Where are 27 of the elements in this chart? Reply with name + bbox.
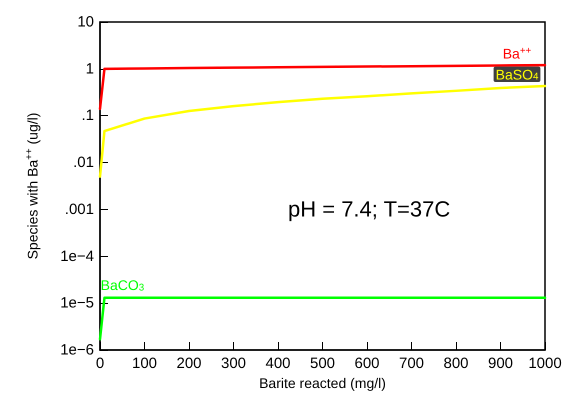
y-tick-label: 1: [86, 60, 94, 78]
y-tick-label: 1e−4: [60, 248, 94, 265]
series-label: Ba++: [502, 45, 532, 62]
y-tick-label: 10: [77, 14, 94, 30]
line-series: [98, 84, 546, 178]
y-tick-label: 1e−5: [60, 294, 94, 312]
y-axis-title: Species with Ba++ (ug/l): [24, 112, 40, 260]
x-tick-label: 600: [354, 355, 380, 372]
x-tick-label: 900: [488, 355, 514, 372]
series-label: BaSO4: [496, 66, 539, 83]
y-tick-label: .1: [81, 107, 94, 124]
y-tick-label: 1e−6: [60, 342, 94, 358]
x-tick-label: 500: [310, 355, 336, 372]
y-tick-label: .001: [64, 200, 94, 218]
x-tick-label: 200: [176, 355, 202, 372]
line-series: [98, 64, 546, 110]
x-tick-label: 0: [96, 355, 104, 372]
annotation: pH = 7.4; T=37C: [288, 196, 450, 222]
x-tick-label: 700: [398, 355, 424, 372]
x-tick-label: 300: [220, 355, 246, 372]
x-tick-label: 1000: [528, 355, 562, 372]
x-tick-label: 800: [443, 355, 469, 372]
x-axis-title: Barite reacted (mg/l): [259, 374, 386, 391]
series-label: BaCO3: [100, 277, 145, 294]
x-tick-label: 400: [265, 355, 291, 372]
y-tick-label: .01: [73, 154, 94, 172]
x-tick-label: 100: [132, 355, 158, 372]
